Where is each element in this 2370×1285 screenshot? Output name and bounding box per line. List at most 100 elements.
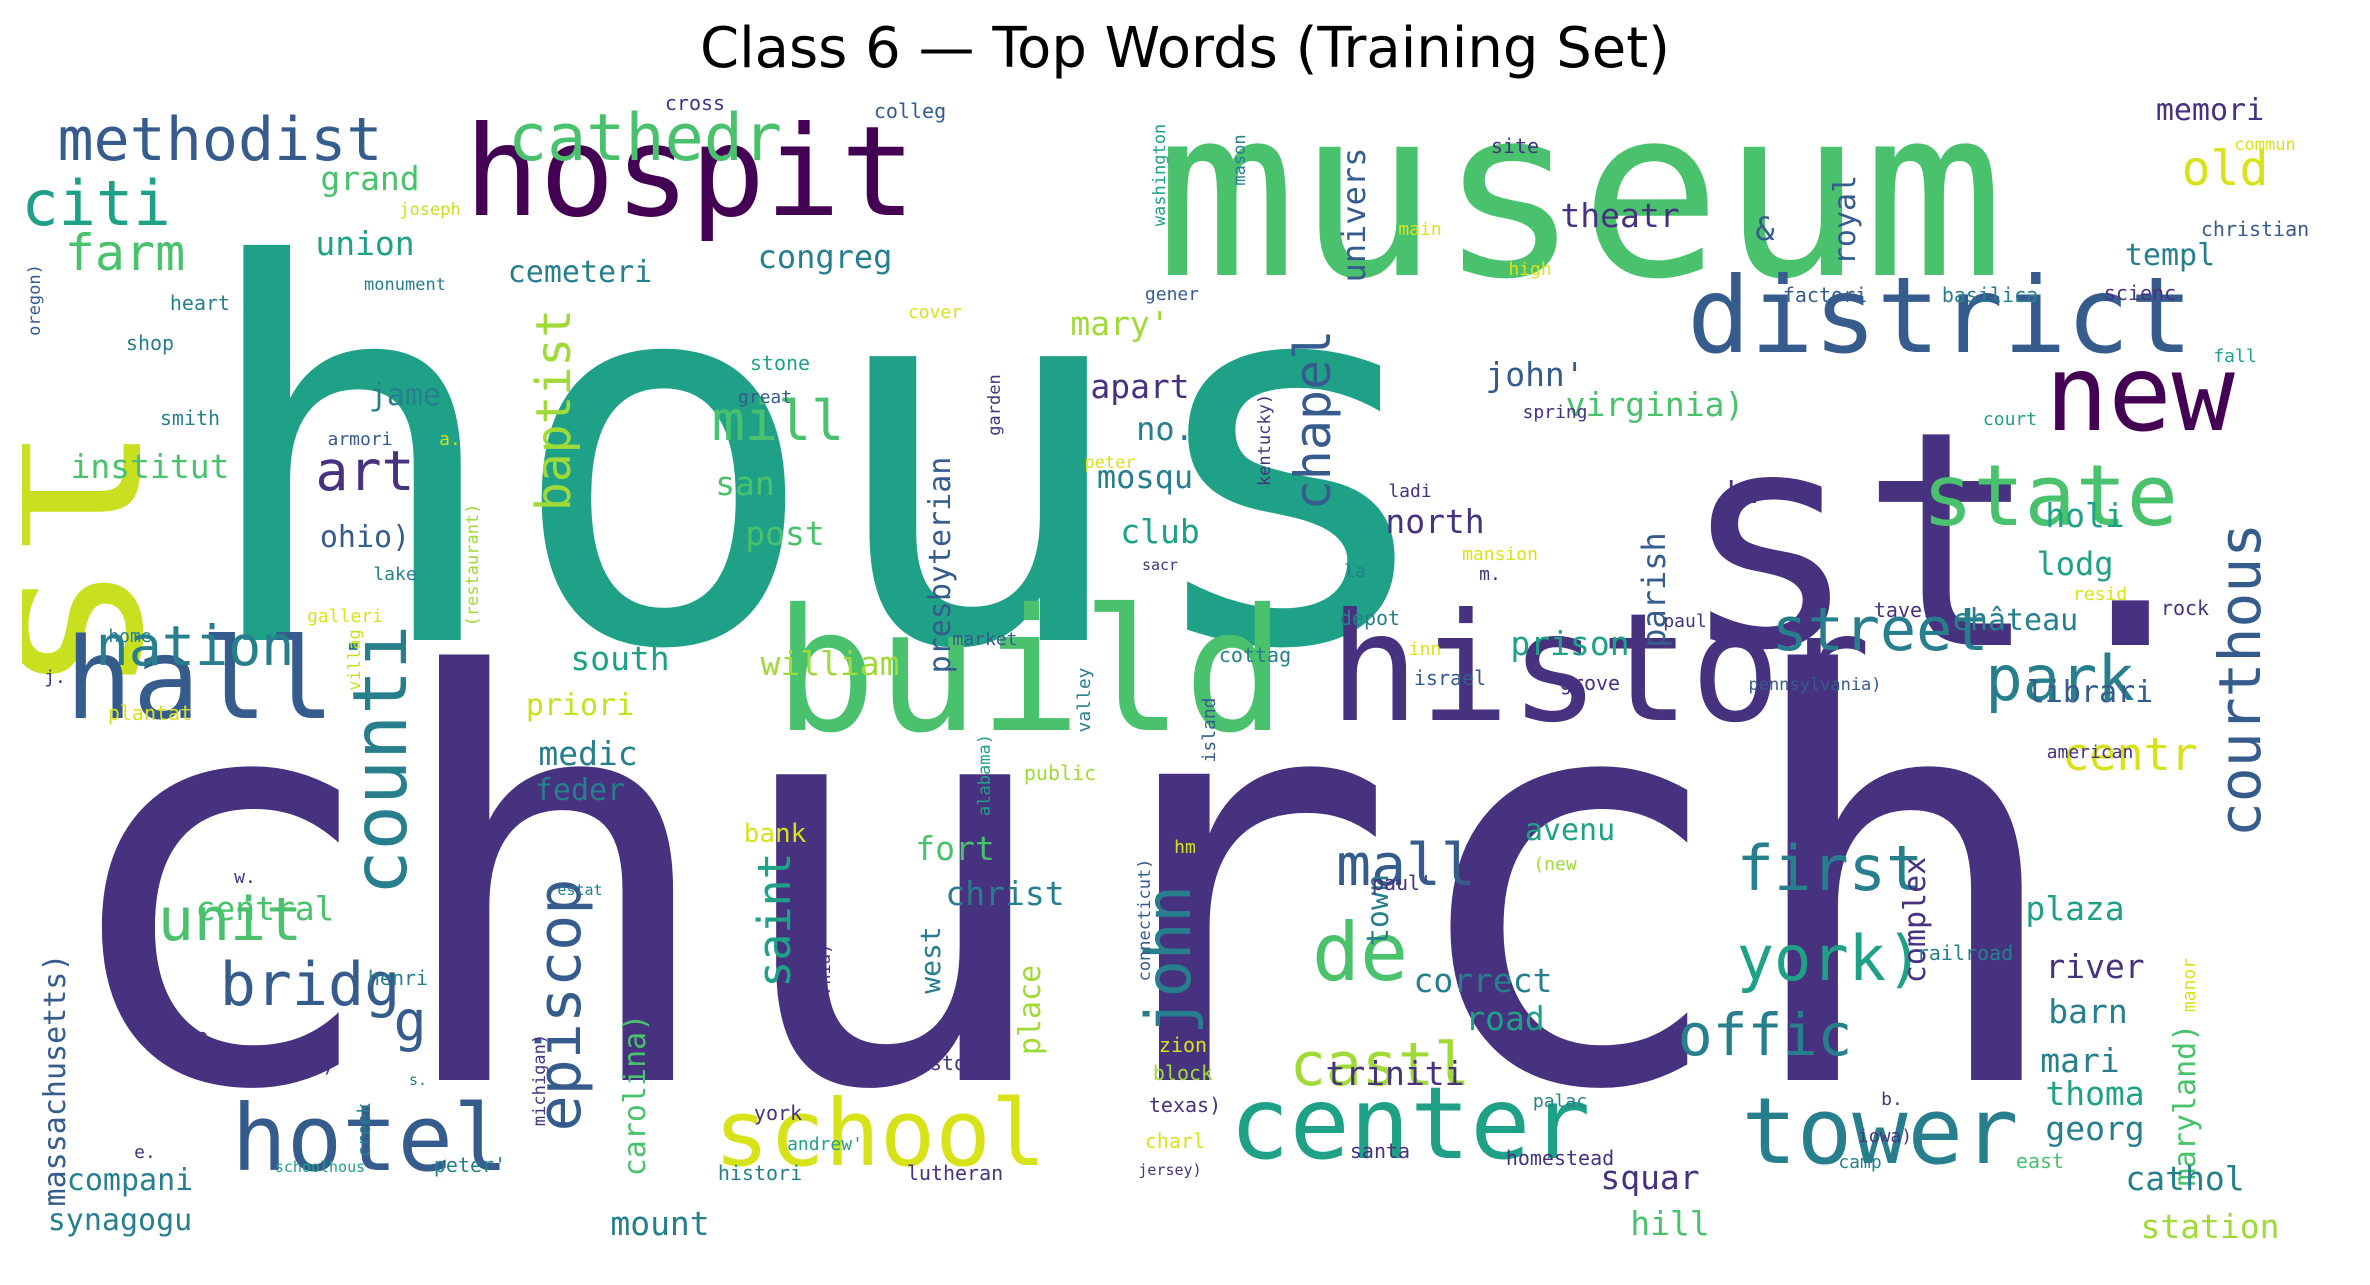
word-restaurant: (restaurant) — [463, 504, 483, 627]
word-plaza: plaza — [2025, 889, 2124, 928]
word-parish: parish — [1635, 532, 1673, 648]
word-bank: bank — [744, 819, 807, 849]
word-spring: spring — [1522, 402, 1587, 423]
word-g: g — [393, 989, 426, 1053]
word-island: island — [1199, 697, 1220, 762]
word-palac: palac — [1533, 1091, 1587, 1112]
word-railroad: railroad — [1917, 941, 2013, 965]
word-offic: offic — [1678, 1001, 1853, 1069]
word-joseph: joseph — [399, 200, 460, 220]
word-medic: medic — [538, 734, 637, 773]
word-presbyterian: presbyterian — [923, 457, 958, 674]
word-plantat: plantat — [108, 701, 192, 725]
word-correct: correct — [1413, 961, 1552, 1000]
word-priori: priori — [526, 688, 634, 723]
word-creek: creek — [354, 1103, 375, 1157]
word-nation: nation — [96, 614, 295, 678]
word-san: san — [715, 464, 775, 503]
word-william: william — [760, 644, 899, 683]
word-alabama: alabama) — [975, 734, 995, 816]
word-north: north — [1385, 502, 1484, 541]
word-israel: israel — [1414, 666, 1486, 690]
word-cover: cover — [908, 302, 962, 323]
word-homestead: homestead — [1506, 1146, 1614, 1170]
word-mary: mary' — [1070, 304, 1169, 343]
word-road: road — [1465, 999, 1544, 1038]
word-lake: lake — [373, 564, 416, 585]
word-mall: mall — [1336, 831, 1476, 899]
word-place: place — [1013, 965, 1048, 1055]
word-triniti: triniti — [1325, 1054, 1464, 1093]
word-apart: apart — [1090, 367, 1189, 406]
word-park: park — [1985, 642, 2134, 715]
word-ohio: ohio) — [320, 520, 410, 555]
word-maryland: maryland) — [2168, 1024, 2203, 1187]
word-grand: grand — [320, 159, 419, 198]
word-iowa: iowa) — [1858, 1126, 1912, 1147]
word-heart: heart — [170, 291, 230, 315]
word-river: river — [2045, 947, 2144, 986]
word-cemeteri: cemeteri — [508, 255, 653, 290]
word-main: main — [1398, 219, 1441, 240]
word-rock: rock — [2161, 596, 2209, 620]
word-e: e. — [134, 1142, 156, 1163]
word-smith: smith — [160, 406, 220, 430]
word-galleri: galleri — [307, 606, 383, 627]
word-block: block — [1153, 1061, 1213, 1085]
word-west: west — [914, 926, 947, 993]
word-colleg: colleg — [874, 99, 946, 123]
word-massachusetts: massachusetts) — [38, 954, 73, 1207]
word-schoolhous: schoolhous — [275, 1158, 365, 1176]
word-: & — [1755, 210, 1775, 248]
word-unit: unit — [158, 885, 303, 955]
word-high: high — [1508, 259, 1551, 280]
word-ladi: ladi — [1388, 481, 1431, 502]
word-complex: complex — [1898, 857, 1933, 983]
word-tower: tower — [1742, 1078, 2019, 1185]
word-charl: charl — [1145, 1129, 1205, 1153]
word-peter: peter' — [434, 1153, 506, 1177]
word-citi: citi — [22, 167, 171, 240]
word-episcop: episcop — [525, 879, 595, 1132]
word-manor: manor — [2179, 958, 2200, 1012]
word-york: york — [754, 1101, 802, 1125]
word-paul: paul' — [1372, 871, 1432, 895]
word-hospit: hospit — [464, 100, 916, 245]
word-w: w. — [234, 867, 256, 888]
word-new: new — [2045, 333, 2235, 455]
word-de: de — [1312, 906, 1408, 999]
word-st: st. — [1679, 367, 2221, 716]
word-royal: royal — [1828, 175, 1863, 265]
word-monument: monument — [364, 275, 446, 295]
word-center: center — [1229, 1065, 1590, 1182]
word-arkansas: arkansas) — [226, 1053, 334, 1077]
word-villag: villag — [345, 629, 365, 690]
word-stone: stone — [750, 351, 810, 375]
word-york: york) — [1737, 922, 1924, 995]
word-georg: georg — [2045, 1109, 2144, 1148]
word-town: town — [1361, 874, 1396, 946]
word-mason: mason — [1230, 134, 1250, 185]
word-squar: squar — [1600, 1158, 1699, 1197]
word-santa: santa — [1350, 1139, 1410, 1163]
word-farm: farm — [65, 224, 185, 282]
word-ch-teau: château — [1952, 603, 2078, 638]
word-baptist: baptist — [526, 309, 582, 511]
word-lodg: lodg — [2036, 545, 2113, 583]
word-valley: valley — [1074, 667, 1095, 732]
word-john: john — [1132, 885, 1205, 1034]
word-cathedr: cathedr — [508, 101, 782, 176]
word-hill: hill — [1630, 1204, 1709, 1243]
word-castl: castl — [1290, 1030, 1471, 1100]
word-store: store — [930, 1051, 990, 1075]
word-kentucky: kentucky) — [1255, 394, 1275, 486]
word-methodist: methodist — [57, 105, 382, 175]
word-institut: institut — [71, 447, 230, 486]
word-new: (new — [1533, 854, 1577, 875]
word-andrew: andrew' — [787, 1134, 863, 1155]
word-factori: factori — [1783, 283, 1867, 307]
chart-title: Class 6 — Top Words (Training Set) — [700, 16, 1670, 81]
word-histor: histor — [1329, 582, 1871, 756]
word-st: st — [22, 422, 195, 699]
